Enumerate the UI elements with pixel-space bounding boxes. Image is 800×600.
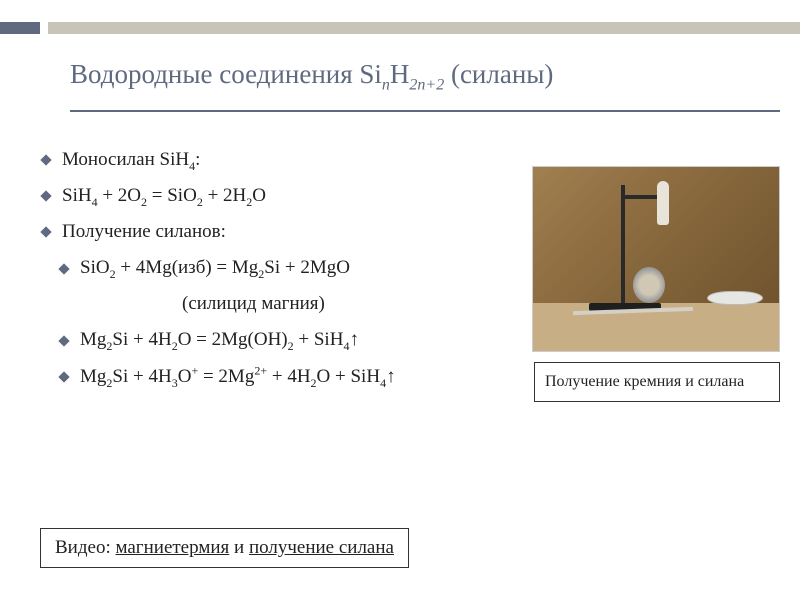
header-accent-right: [48, 22, 800, 34]
video-link-1[interactable]: магниетермия: [115, 537, 229, 558]
photo-test-tube: [657, 181, 669, 225]
bullet-list: Моносилан SiH4:SiH4 + 2O2 = SiO2 + 2H2OП…: [40, 142, 510, 395]
header-accent-left: [0, 22, 40, 34]
title-underline: [70, 110, 780, 112]
body-area: Моносилан SiH4:SiH4 + 2O2 = SiO2 + 2H2OП…: [20, 142, 780, 580]
list-item: Получение силанов:: [40, 214, 510, 250]
list-item: Mg2Si + 4H3O+ = 2Mg2+ + 4H2O + SiH4↑: [58, 359, 510, 395]
photo-stand-rod: [621, 185, 625, 305]
video-prefix: Видео:: [55, 537, 115, 558]
video-link-2[interactable]: получение силана: [249, 537, 394, 558]
photo-caption: Получение кремния и силана: [534, 362, 780, 402]
page-title: Водородные соединения SinH2n+2 (силаны): [70, 56, 780, 96]
photo-clamp: [625, 195, 661, 199]
list-item: Моносилан SiH4:: [40, 142, 510, 178]
list-item: SiH4 + 2O2 = SiO2 + 2H2O: [40, 178, 510, 214]
title-block: Водородные соединения SinH2n+2 (силаны): [70, 56, 780, 112]
experiment-photo: [532, 166, 780, 352]
photo-burner: [633, 267, 665, 303]
video-links-box: Видео: магниетермия и получение силана: [40, 528, 409, 568]
list-item: Mg2Si + 4H2O = 2Mg(OH)2 + SiH4↑: [58, 322, 510, 358]
header-accent-bar: [0, 22, 800, 34]
list-item: (силицид магния): [182, 286, 510, 322]
list-item: SiO2 + 4Mg(изб) = Mg2Si + 2MgO: [58, 250, 510, 286]
video-mid: и: [229, 537, 249, 558]
photo-dish: [707, 291, 763, 305]
